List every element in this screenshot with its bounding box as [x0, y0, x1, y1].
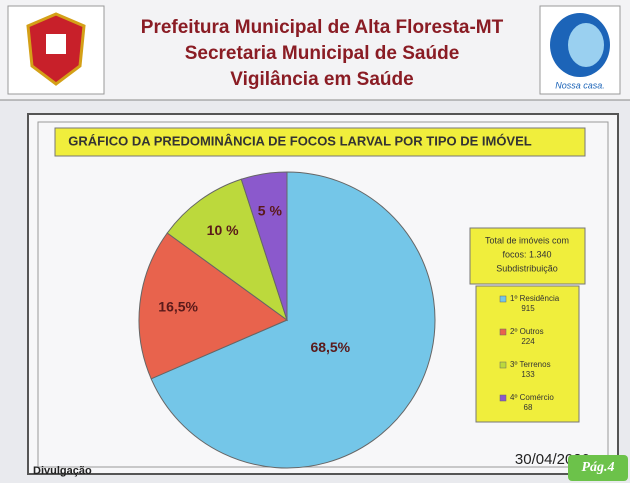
header-line: Prefeitura Municipal de Alta Floresta-MT	[141, 17, 504, 38]
legend-count: 133	[521, 370, 535, 379]
legend-count: 68	[524, 403, 533, 412]
legend-swatch	[500, 329, 506, 335]
coat-of-arms-detail	[46, 34, 66, 54]
header-line: Vigilância em Saúde	[230, 69, 413, 90]
legend-count: 915	[521, 304, 535, 313]
total-text: focos: 1.340	[502, 249, 551, 259]
slice-label: 68,5%	[310, 339, 350, 355]
legend-swatch	[500, 362, 506, 368]
chart-title: GRÁFICO DA PREDOMINÂNCIA DE FOCOS LARVAL…	[68, 133, 532, 148]
city-logo-detail	[568, 23, 604, 67]
logo-caption: Nossa casa.	[555, 80, 605, 90]
legend-label: 4º Comércio	[510, 393, 554, 402]
total-text: Subdistribuição	[496, 263, 558, 273]
total-text: Total de imóveis com	[485, 235, 569, 245]
legend-label: 1º Residência	[510, 294, 560, 303]
page-number: Pág.4	[581, 460, 614, 475]
legend-label: 3º Terrenos	[510, 360, 551, 369]
slice-label: 5 %	[258, 203, 283, 219]
legend-count: 224	[521, 337, 535, 346]
header-line: Secretaria Municipal de Saúde	[185, 43, 460, 64]
slide: Nossa casa. Prefeitura Municipal de Alta…	[0, 0, 630, 483]
legend-label: 2º Outros	[510, 327, 544, 336]
legend-swatch	[500, 296, 506, 302]
legend-swatch	[500, 395, 506, 401]
slice-label: 10 %	[207, 222, 239, 238]
credit: Divulgação	[33, 465, 92, 477]
slice-label: 16,5%	[158, 299, 198, 315]
